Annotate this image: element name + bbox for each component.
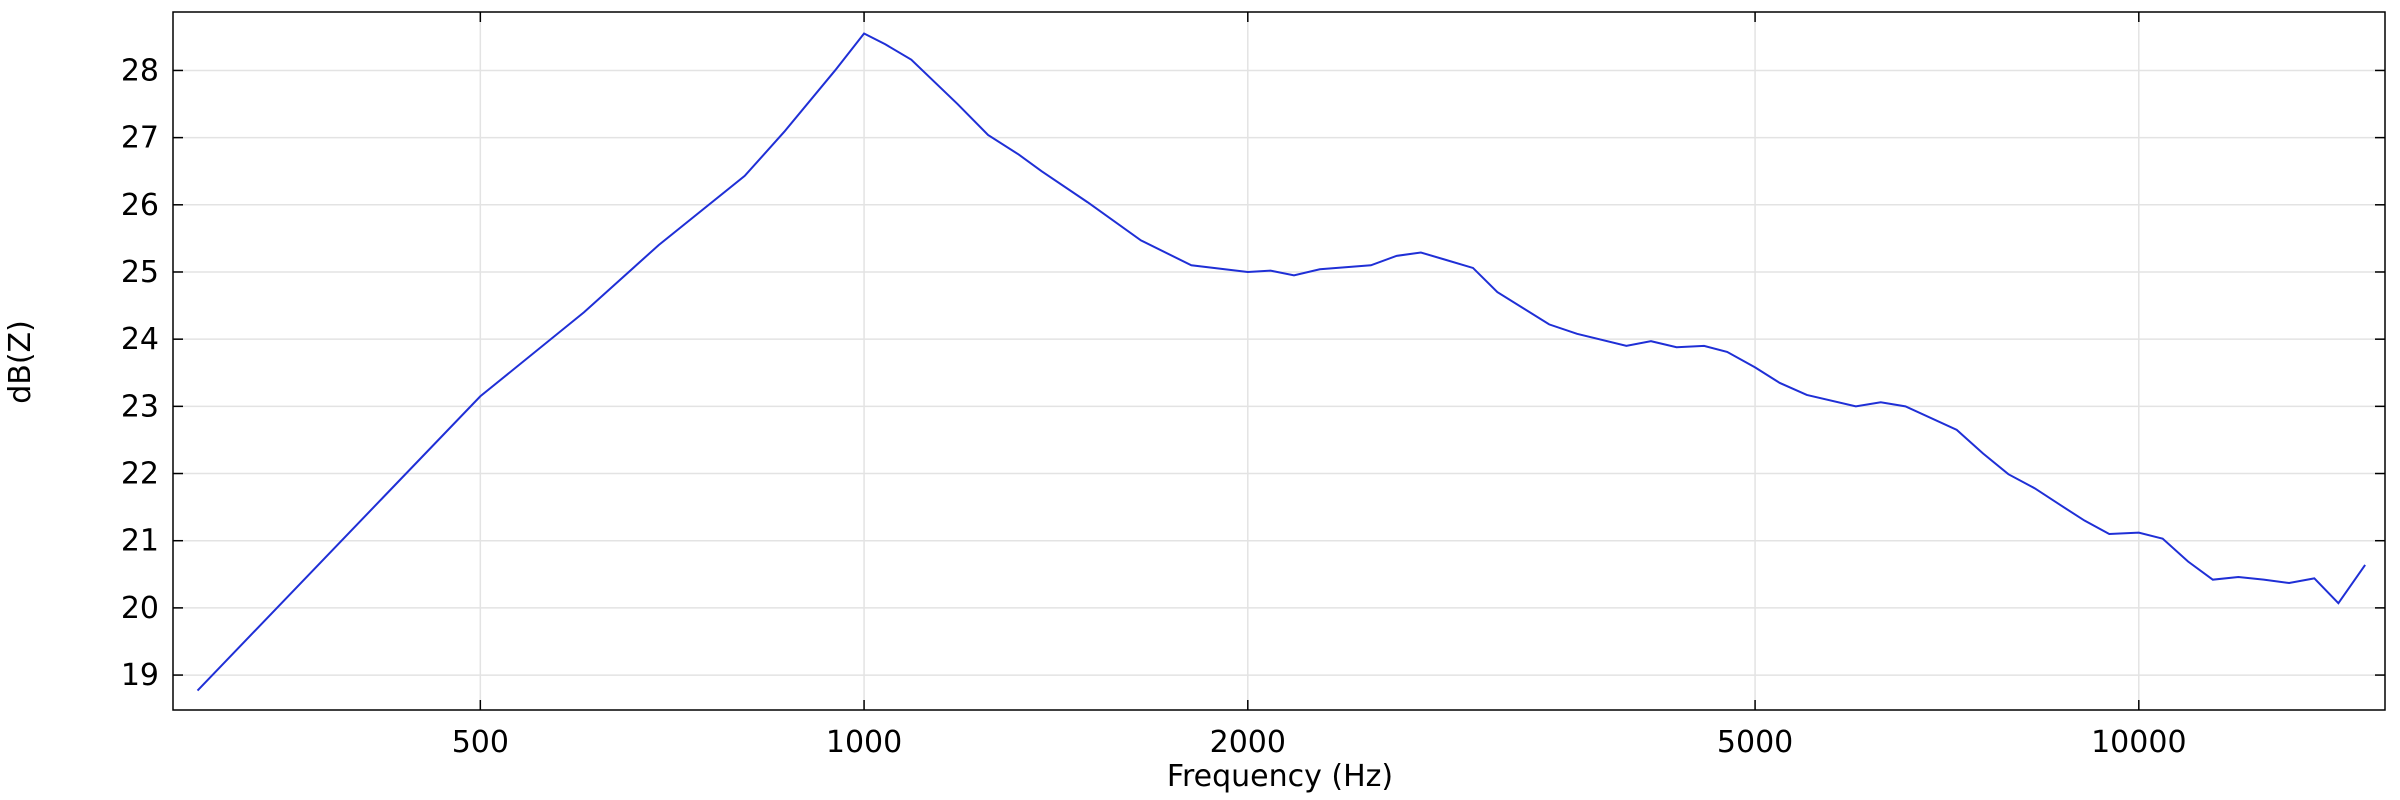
x-tick-label: 5000 (1717, 725, 1793, 760)
x-tick-label: 10000 (2091, 725, 2186, 760)
y-tick-label: 19 (121, 658, 159, 693)
y-axis-label: dB(Z) (3, 320, 38, 404)
plot-frame (172, 11, 2386, 711)
y-tick-label: 23 (121, 389, 159, 424)
x-tick-label: 2000 (1210, 725, 1286, 760)
y-tick-label: 21 (121, 524, 159, 559)
y-tick-label: 24 (121, 322, 159, 357)
y-tick-label: 27 (121, 121, 159, 156)
x-tick-label: 1000 (826, 725, 902, 760)
y-tick-label: 26 (121, 188, 159, 223)
x-tick-label: 500 (452, 725, 509, 760)
y-tick-label: 20 (121, 591, 159, 626)
y-tick-label: 25 (121, 255, 159, 290)
y-tick-label: 28 (121, 53, 159, 88)
data-line (196, 32, 2366, 692)
x-axis-label: Frequency (Hz) (1167, 759, 1393, 794)
y-tick-label: 22 (121, 457, 159, 492)
